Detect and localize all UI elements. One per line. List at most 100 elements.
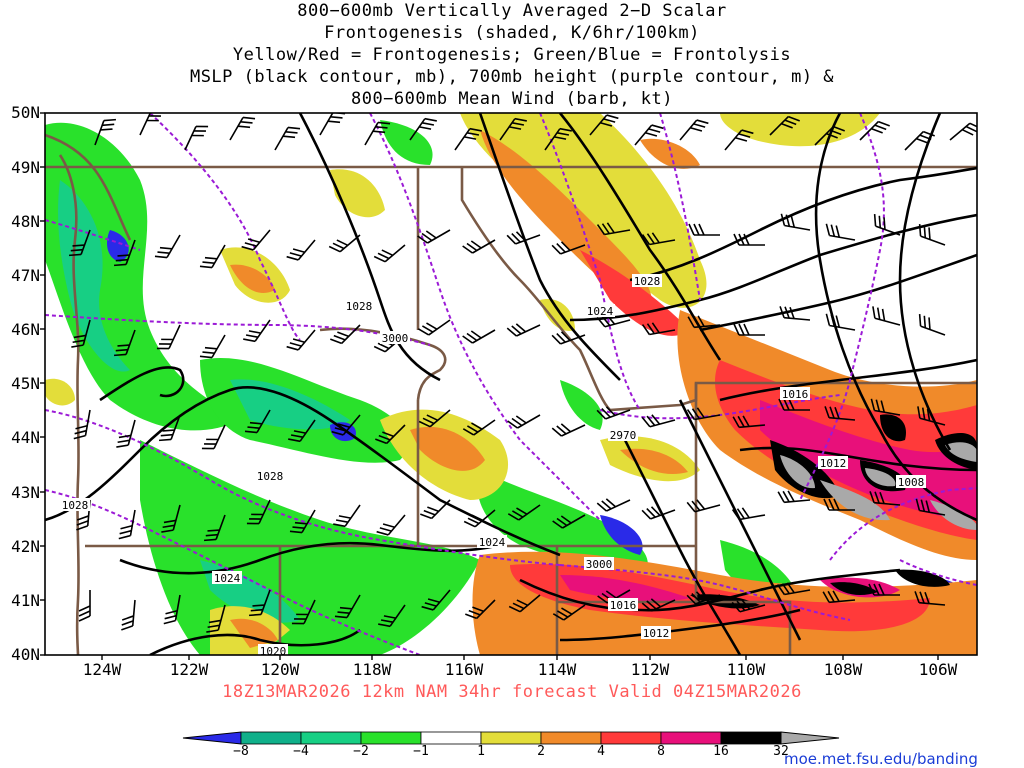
wind-barb <box>552 514 586 529</box>
lon-label: 120W <box>260 660 300 679</box>
lat-label: 43N <box>11 483 40 502</box>
lon-label: 124W <box>82 660 122 679</box>
wind-barb <box>778 398 810 411</box>
lon-label: 114W <box>537 660 577 679</box>
wind-barb <box>732 415 766 429</box>
lat-label: 47N <box>11 266 40 285</box>
title-line-4: MSLP (black contour, mb), 700mb height (… <box>189 67 835 87</box>
wind-barb <box>229 116 256 141</box>
colorbar-label: −1 <box>413 744 429 759</box>
wind-barb <box>184 125 209 151</box>
wind-barb <box>291 599 316 625</box>
wind-barb <box>454 127 482 151</box>
colorbar-segment <box>360 731 422 745</box>
lat-label: 44N <box>11 428 40 447</box>
svg-text:1024: 1024 <box>214 572 241 585</box>
credit-link[interactable]: moe.met.fsu.edu/banding <box>784 750 978 768</box>
wind-barb <box>156 324 181 350</box>
lat-label: 49N <box>11 158 40 177</box>
mslp-label: 1024 <box>212 571 242 585</box>
contour-value-labels: 1028 1028 1028 1028 1024 1024 1024 1020 … <box>60 274 926 658</box>
colorbar-label: −4 <box>293 744 309 759</box>
wind-barb <box>73 409 91 440</box>
svg-text:3000: 3000 <box>382 332 409 345</box>
wind-barb <box>71 319 91 348</box>
wind-barb <box>869 491 901 506</box>
wind-barb <box>596 406 631 420</box>
wind-barb <box>375 424 406 445</box>
axis-ticks <box>40 112 939 660</box>
colorbar-segment <box>300 731 362 745</box>
colorbar-segment <box>480 731 542 745</box>
wind-barb <box>779 306 811 321</box>
wind-barb <box>769 115 800 136</box>
lon-label: 122W <box>169 660 209 679</box>
lon-label: 108W <box>823 660 863 679</box>
mslp-label: 1008 <box>896 475 926 489</box>
wind-barb <box>418 409 451 428</box>
colorbar-label: 16 <box>713 744 729 759</box>
wind-barb <box>688 223 720 236</box>
wind-barb <box>870 398 901 416</box>
lon-label: 112W <box>630 660 670 679</box>
lat-label: 45N <box>11 374 40 393</box>
svg-text:1024: 1024 <box>587 305 614 318</box>
wind-barb <box>506 231 541 245</box>
lat-label: 48N <box>11 212 40 231</box>
wind-barb <box>822 590 856 604</box>
wind-barb <box>777 490 811 504</box>
mslp-label: 1028 <box>255 469 285 483</box>
wind-barb <box>918 313 946 336</box>
wind-barb <box>596 222 631 236</box>
wind-barb <box>462 419 496 436</box>
wind-barb <box>243 319 271 343</box>
lat-label: 50N <box>11 103 40 122</box>
wind-barb <box>94 118 117 146</box>
colorbar-segment <box>240 731 302 745</box>
wind-barb <box>139 113 161 136</box>
wind-barb <box>776 582 811 596</box>
wind-barb <box>589 114 619 136</box>
mslp-label: 1012 <box>641 626 671 640</box>
wind-barb <box>417 319 451 336</box>
wind-barb <box>507 414 541 429</box>
colorbar-label: −2 <box>353 744 369 759</box>
wind-barb <box>596 498 631 512</box>
mslp-label: 1024 <box>477 535 507 549</box>
mslp-label: 1020 <box>258 644 288 658</box>
wind-barb <box>859 120 890 141</box>
wind-barb <box>641 322 676 336</box>
wind-barb <box>780 213 811 231</box>
mslp-label: 1012 <box>818 456 848 470</box>
wind-barb <box>333 504 361 528</box>
colorbar-label: 4 <box>597 744 605 759</box>
wind-barb <box>286 329 316 351</box>
wind-barb <box>551 423 586 437</box>
wind-barb <box>289 509 316 534</box>
wind-barb <box>733 323 765 336</box>
wind-barb <box>641 414 676 428</box>
wind-barb <box>334 594 361 619</box>
height-label: 3000 <box>584 557 614 571</box>
wind-barb <box>686 407 721 421</box>
wind-barb <box>241 229 271 251</box>
mslp-label: 1028 <box>632 274 662 288</box>
wind-barb <box>376 514 406 536</box>
wind-barb <box>918 223 946 246</box>
colorbar-segment <box>600 731 662 745</box>
wind-barb <box>206 604 226 633</box>
lat-label: 41N <box>11 591 40 610</box>
wind-barb <box>873 213 901 236</box>
wind-barb <box>731 599 766 613</box>
colorbar-segment <box>420 731 482 745</box>
wind-barb <box>824 406 856 421</box>
colorbar <box>182 731 840 745</box>
svg-text:1024: 1024 <box>479 536 506 549</box>
map-frame <box>44 112 978 656</box>
wind-barb <box>331 414 361 436</box>
colorbar-over-arrow <box>780 731 840 745</box>
wind-barb <box>378 604 406 628</box>
wind-barb <box>274 126 301 151</box>
mslp-label: 1024 <box>585 304 615 318</box>
